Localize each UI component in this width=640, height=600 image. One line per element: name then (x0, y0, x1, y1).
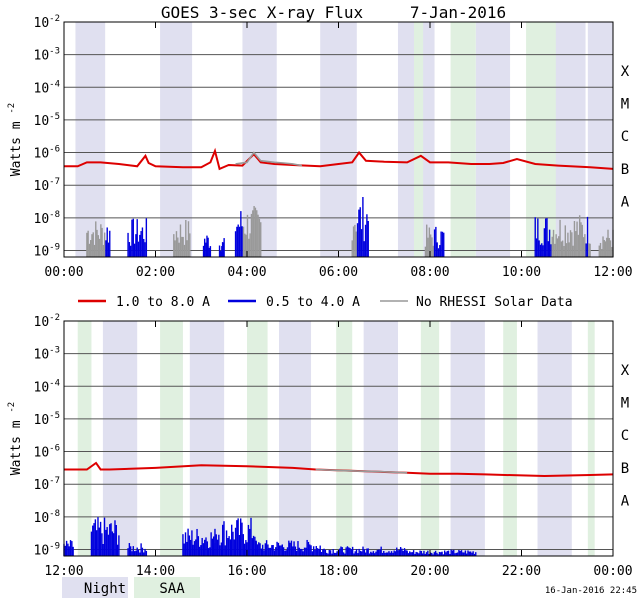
y-tick-label: 10-4 (34, 79, 61, 96)
flare-class-label: A (621, 494, 630, 510)
saa-band (450, 22, 476, 257)
generated-timestamp: 16-Jan-2016 22:45 (545, 586, 637, 596)
y-tick-label: 10-8 (34, 509, 61, 526)
night-band (537, 321, 572, 556)
night-band (102, 321, 138, 556)
red-flux-line (64, 147, 614, 171)
x-tick-label: 14:00 (136, 564, 175, 579)
flare-class-label: A (621, 195, 630, 211)
flare-class-label: C (621, 129, 629, 145)
y-axis-label: Watts m -2 (7, 402, 24, 475)
y-tick-label: 10-6 (34, 145, 61, 162)
legend-blue-label: 0.5 to 4.0 A (266, 295, 360, 310)
x-tick-label: 12:00 (44, 564, 83, 579)
legend-night-label: Night (84, 581, 126, 597)
y-tick-label: 10-8 (34, 210, 61, 227)
gray-flux-line (235, 151, 303, 167)
y-tick-label: 10-5 (34, 112, 61, 129)
night-band (450, 321, 485, 556)
saa-band (77, 321, 92, 556)
panel-top: 10-9 10-8 10-7 10-6 10-5 10-4 10-3 10-2 A B CM X Wat… (7, 14, 633, 280)
night-band (160, 22, 193, 257)
x-tick-label: 02:00 (136, 265, 175, 280)
y-tick-label: 10-3 (34, 346, 61, 363)
x-tick-label: 16:00 (227, 564, 266, 579)
x-tick-label: 00:00 (593, 564, 632, 579)
y-tick-label: 10-9 (34, 242, 61, 259)
x-tick-label: 22:00 (502, 564, 541, 579)
y-tick-label: 10-5 (34, 411, 61, 428)
y-axis-label: Watts m -2 (7, 103, 24, 176)
saa-band (503, 321, 517, 556)
x-tick-label: 18:00 (319, 564, 358, 579)
x-tick-label: 12:00 (593, 265, 632, 280)
night-band (587, 22, 613, 257)
night-band (75, 22, 106, 257)
flare-class-label: X (621, 64, 630, 80)
legend-red-label: 1.0 to 8.0 A (116, 295, 210, 310)
night-band (363, 321, 398, 556)
saa-band (420, 321, 440, 556)
night-band (320, 22, 357, 257)
legend-saa-swatch (134, 577, 200, 598)
legend-gray-label: No RHESSI Solar Data (416, 295, 573, 310)
night-band (279, 321, 312, 556)
saa-band (587, 321, 595, 556)
y-tick-label: 10-9 (34, 541, 61, 558)
flare-class-label: X (621, 363, 630, 379)
night-band (551, 22, 586, 257)
flare-class-label: C (621, 428, 629, 444)
saa-band (413, 22, 424, 257)
red-flux-line (64, 461, 614, 478)
x-tick-label: 06:00 (319, 265, 358, 280)
y-tick-label: 10-6 (34, 444, 61, 461)
night-band (475, 22, 511, 257)
saa-band (160, 321, 183, 556)
x-tick-label: 20:00 (410, 564, 449, 579)
y-tick-label: 10-4 (34, 378, 61, 395)
legend-night-swatch (62, 577, 128, 598)
y-tick-label: 10-7 (34, 177, 61, 194)
night-band (189, 321, 225, 556)
y-tick-label: 10-2 (34, 14, 61, 31)
chart-title: GOES 3-sec X-ray Flux (161, 3, 364, 22)
flare-class-label: B (621, 461, 629, 477)
flare-class-label: B (621, 162, 629, 178)
x-tick-label: 10:00 (502, 265, 541, 280)
shading-legend: Night SAA (62, 577, 200, 598)
saa-band (336, 321, 353, 556)
x-tick-label: 08:00 (410, 265, 449, 280)
flare-class-label: M (621, 396, 629, 412)
y-tick-label: 10-3 (34, 47, 61, 64)
x-tick-label: 00:00 (44, 265, 83, 280)
flare-class-label: M (621, 97, 629, 113)
saa-band (247, 321, 268, 556)
y-tick-label: 10-7 (34, 476, 61, 493)
legend: 1.0 to 8.0 A 0.5 to 4.0 A No RHESSI Sola… (78, 295, 573, 310)
panel-bottom: 10-9 10-8 10-7 10-6 10-5 10-4 10-3 10-2 A B CM X Wat… (7, 313, 633, 579)
gray-flux-line (315, 468, 408, 474)
saa-band (526, 22, 556, 257)
chart-date: 7-Jan-2016 (410, 3, 506, 22)
x-tick-label: 04:00 (227, 265, 266, 280)
y-tick-label: 10-2 (34, 313, 61, 330)
legend-saa-label: SAA (159, 581, 185, 597)
